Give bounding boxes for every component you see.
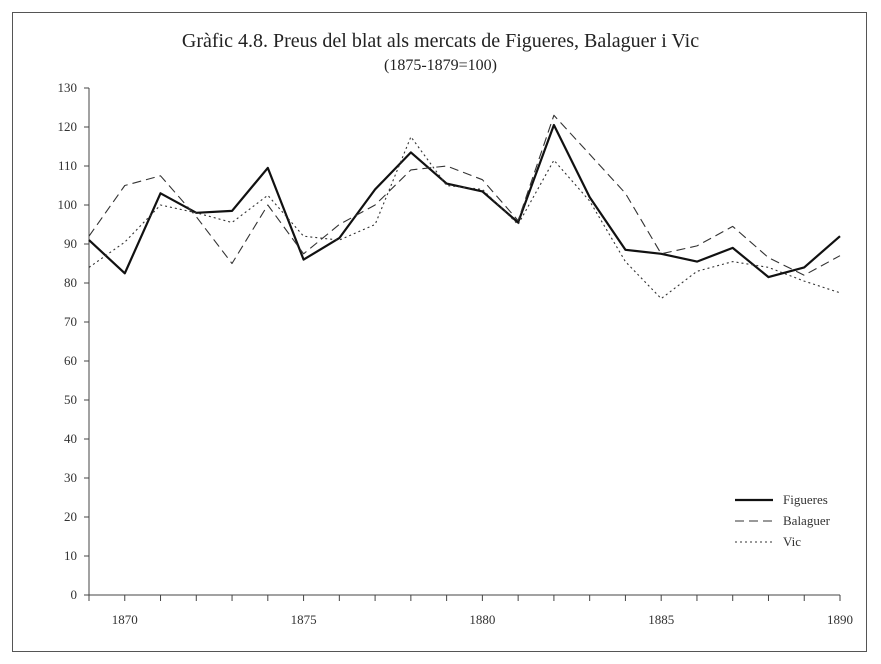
x-tick-label: 1890 bbox=[827, 612, 853, 627]
y-tick-label: 20 bbox=[64, 509, 77, 524]
y-tick-label: 0 bbox=[71, 587, 78, 602]
legend-label-vic: Vic bbox=[783, 534, 801, 549]
x-tick-label: 1885 bbox=[648, 612, 674, 627]
y-tick-label: 80 bbox=[64, 275, 77, 290]
x-tick-label: 1875 bbox=[291, 612, 317, 627]
x-tick-label: 1870 bbox=[112, 612, 138, 627]
y-tick-label: 10 bbox=[64, 548, 77, 563]
y-tick-label: 30 bbox=[64, 470, 77, 485]
y-tick-label: 40 bbox=[64, 431, 77, 446]
y-tick-label: 110 bbox=[58, 158, 77, 173]
series-line-vic bbox=[88, 136, 841, 300]
chart-frame bbox=[12, 12, 867, 652]
chart-title: Gràfic 4.8. Preus del blat als mercats d… bbox=[181, 30, 700, 52]
y-tick-label: 100 bbox=[58, 197, 78, 212]
y-tick-label: 60 bbox=[64, 353, 77, 368]
legend-label-balaguer: Balaguer bbox=[783, 513, 831, 528]
y-tick-label: 120 bbox=[58, 119, 78, 134]
y-tick-label: 130 bbox=[58, 80, 78, 95]
y-tick-label: 50 bbox=[64, 392, 77, 407]
series-line-balaguer bbox=[88, 114, 841, 276]
y-tick-label: 90 bbox=[64, 236, 77, 251]
y-tick-label: 70 bbox=[64, 314, 77, 329]
x-tick-label: 1880 bbox=[469, 612, 495, 627]
series-line-figueres bbox=[88, 123, 841, 279]
legend-label-figueres: Figueres bbox=[783, 492, 828, 507]
chart-subtitle: (1875-1879=100) bbox=[383, 57, 497, 74]
